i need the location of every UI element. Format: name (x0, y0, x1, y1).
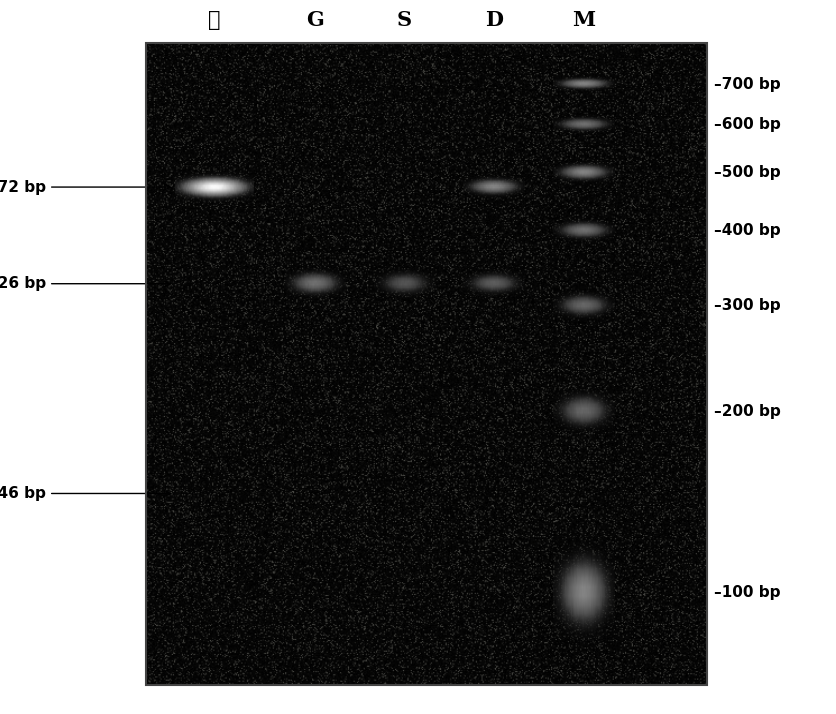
Text: –100 bp: –100 bp (713, 585, 779, 600)
Text: G: G (305, 10, 324, 30)
Bar (146, 43, 706, 685)
Text: 阴: 阴 (207, 10, 220, 30)
Text: –400 bp: –400 bp (713, 223, 780, 238)
Text: M: M (572, 10, 594, 30)
Text: 326 bp: 326 bp (0, 276, 170, 291)
Text: –600 bp: –600 bp (713, 117, 780, 132)
Text: 146 bp: 146 bp (0, 486, 170, 501)
Text: –500 bp: –500 bp (713, 164, 780, 179)
Text: S: S (396, 10, 411, 30)
Text: D: D (485, 10, 502, 30)
Text: –200 bp: –200 bp (713, 404, 780, 419)
Text: –700 bp: –700 bp (713, 76, 780, 91)
Text: 472 bp: 472 bp (0, 179, 170, 195)
Text: –300 bp: –300 bp (713, 298, 780, 313)
